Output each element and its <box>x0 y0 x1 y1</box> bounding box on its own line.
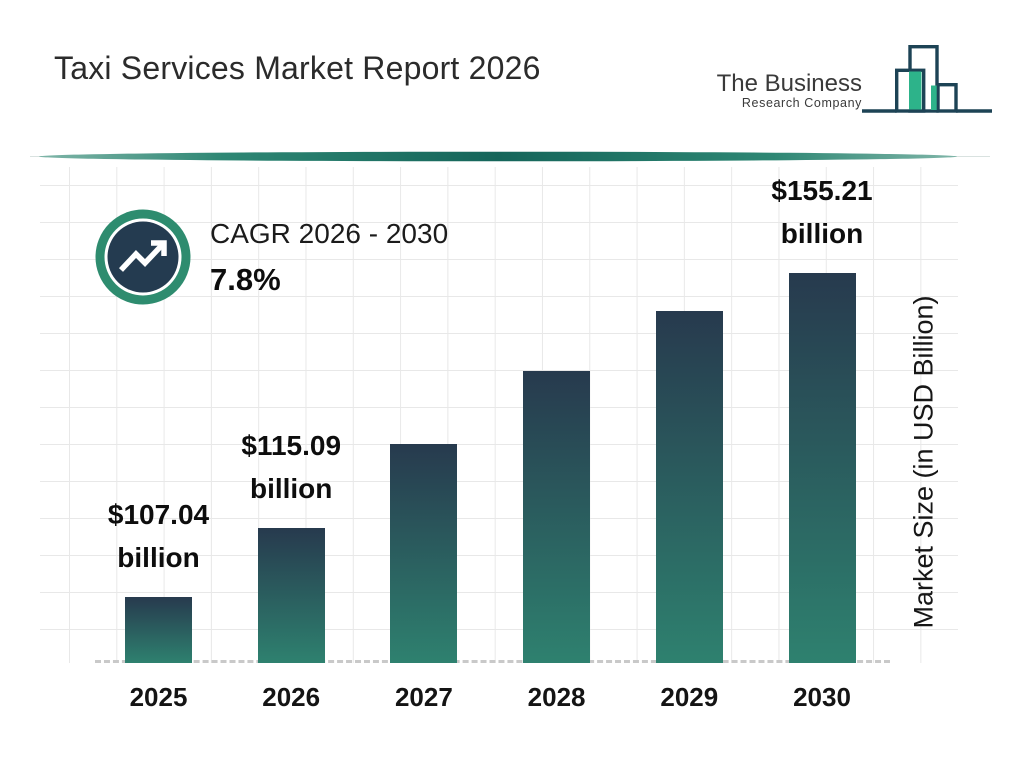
bar-2027 <box>390 444 458 663</box>
x-tick-2027: 2027 <box>394 682 453 712</box>
bar-2028 <box>523 371 591 663</box>
bar-2026 <box>257 528 325 663</box>
cagr-label: CAGR 2026 - 2030 <box>210 218 449 249</box>
value-amount: $107.04 <box>107 499 210 530</box>
cagr-badge <box>88 202 198 312</box>
chart-baseline <box>95 660 890 663</box>
x-tick-2029: 2029 <box>660 682 719 712</box>
page-title: Taxi Services Market Report 2026 <box>54 50 541 86</box>
trend-up-icon <box>95 209 191 305</box>
logo-bars-icon <box>862 44 992 113</box>
value-amount: $155.21 <box>771 175 873 206</box>
x-tick-2026: 2026 <box>262 682 321 712</box>
value-unit: billion <box>780 218 864 249</box>
bar-2030 <box>788 273 856 663</box>
x-tick-2028: 2028 <box>527 682 586 712</box>
logo-text: The Business Research Company <box>712 72 862 111</box>
value-unit: billion <box>249 473 333 504</box>
divider-lens <box>39 151 957 162</box>
bar-2025 <box>125 597 192 663</box>
bar-2029 <box>655 311 723 663</box>
value-label-2025: $107.04 billion <box>108 493 209 579</box>
cagr-value: 7.8% <box>210 262 281 297</box>
logo-subname: Research Company <box>741 96 862 110</box>
value-unit: billion <box>117 542 200 573</box>
logo-green-bar-small <box>931 85 937 110</box>
value-label-2026: $115.09 billion <box>241 424 341 510</box>
company-logo: The Business Research Company <box>712 40 992 120</box>
y-axis-label: Market Size (in USD Billion) <box>908 295 939 629</box>
value-amount: $115.09 <box>241 430 342 461</box>
value-label-2030: $155.21 billion <box>771 169 872 255</box>
logo-name: The Business <box>716 70 862 97</box>
logo-green-bar <box>909 71 922 110</box>
x-tick-2030: 2030 <box>793 682 851 712</box>
x-tick-2025: 2025 <box>129 682 188 712</box>
